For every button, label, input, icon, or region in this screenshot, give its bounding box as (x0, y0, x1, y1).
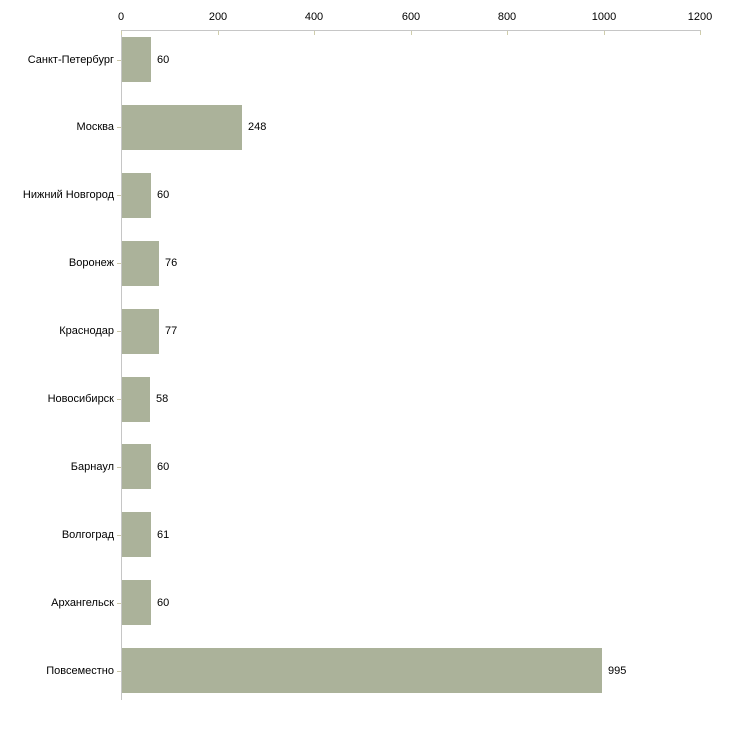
x-axis-tick (411, 31, 412, 35)
category-label: Волгоград (61, 529, 114, 541)
y-axis-tick (117, 60, 121, 61)
bar (122, 444, 151, 489)
bar (122, 309, 159, 354)
value-label: 60 (157, 461, 170, 473)
y-axis-tick (117, 331, 121, 332)
category-label: Санкт-Петербург (27, 54, 114, 66)
y-axis-tick (117, 671, 121, 672)
x-axis-tick (604, 31, 605, 35)
value-label: 60 (157, 597, 170, 609)
y-axis-line (121, 30, 122, 700)
category-label: Архангельск (51, 597, 114, 609)
category-label: Краснодар (59, 325, 114, 337)
y-axis-tick (117, 467, 121, 468)
value-label: 77 (165, 325, 178, 337)
value-label: 60 (157, 54, 170, 66)
value-label: 995 (608, 665, 627, 677)
x-axis-tick-label: 1200 (687, 11, 713, 23)
category-label: Воронеж (68, 257, 114, 269)
x-axis-tick-label: 400 (304, 11, 324, 23)
x-axis-tick-label: 600 (401, 11, 421, 23)
bar (122, 648, 602, 693)
x-axis-tick (507, 31, 508, 35)
x-axis-tick (700, 31, 701, 35)
value-label: 248 (248, 121, 267, 133)
x-axis-tick-label: 1000 (591, 11, 617, 23)
bar (122, 377, 150, 422)
y-axis-tick (117, 535, 121, 536)
bar (122, 512, 151, 557)
y-axis-tick (117, 127, 121, 128)
x-axis-line (121, 30, 701, 31)
category-label: Повсеместно (46, 665, 114, 677)
x-axis-tick (314, 31, 315, 35)
value-label: 58 (156, 393, 169, 405)
bar (122, 173, 151, 218)
category-label: Нижний Новгород (22, 189, 114, 201)
category-label: Барнаул (70, 461, 114, 473)
value-label: 61 (157, 529, 170, 541)
y-axis-tick (117, 603, 121, 604)
bar (122, 37, 151, 82)
bar (122, 580, 151, 625)
x-axis-tick-label: 800 (497, 11, 517, 23)
x-axis-tick (121, 31, 122, 35)
value-label: 60 (157, 189, 170, 201)
y-axis-tick (117, 195, 121, 196)
y-axis-tick (117, 263, 121, 264)
x-axis-tick (218, 31, 219, 35)
bar (122, 105, 242, 150)
value-label: 76 (165, 257, 178, 269)
x-axis-tick-label: 200 (208, 11, 228, 23)
x-axis-tick-label: 0 (117, 11, 125, 23)
y-axis-tick (117, 399, 121, 400)
category-label: Москва (76, 121, 114, 133)
category-label: Новосибирск (47, 393, 114, 405)
bar (122, 241, 159, 286)
